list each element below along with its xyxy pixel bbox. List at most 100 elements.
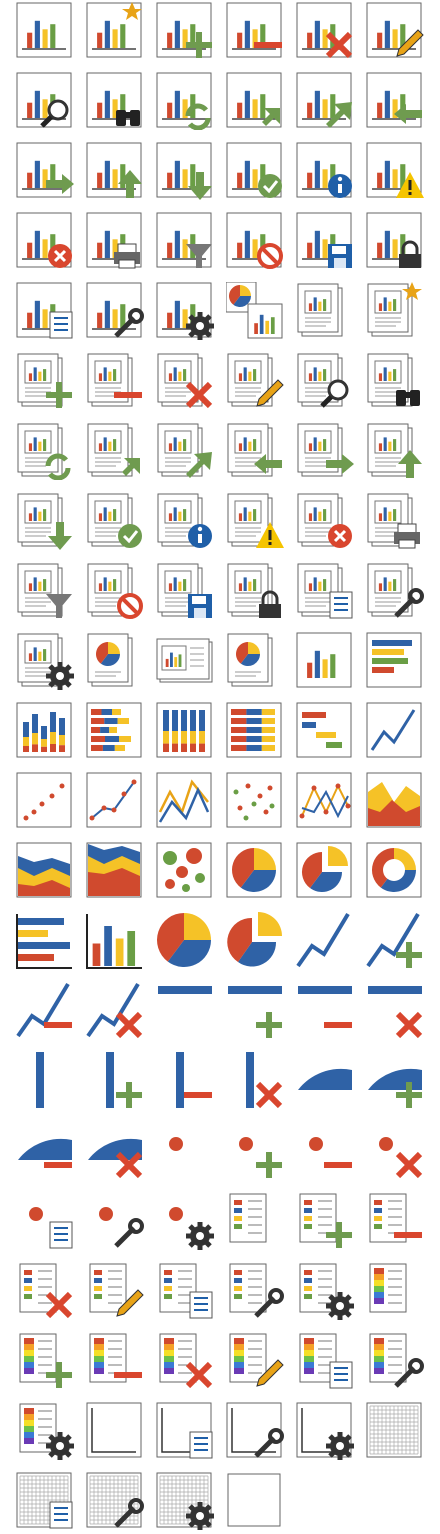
bars-plain-icon (16, 912, 74, 970)
hline-remove-icon (296, 982, 354, 1040)
report-info-icon (156, 492, 214, 550)
legend-settings-icon (296, 1262, 354, 1320)
stacked-area-icon (16, 842, 74, 900)
report-warning-icon (226, 492, 284, 550)
chart-down-icon (156, 142, 214, 200)
line-icon (296, 912, 354, 970)
chart-find-icon (86, 72, 144, 130)
pie-plain-icon (156, 912, 214, 970)
chart-properties-icon (16, 282, 74, 340)
axes-icon (86, 1402, 144, 1460)
bar-chart-icon (366, 632, 424, 690)
report-error-icon (296, 492, 354, 550)
chart-delete-icon (296, 2, 354, 60)
point-properties-icon (16, 1192, 74, 1250)
legend-tool-icon (226, 1262, 284, 1320)
report-block-icon (86, 562, 144, 620)
chart-print-icon (86, 212, 144, 270)
gradient-legend-properties-icon (296, 1332, 354, 1390)
grid-properties-icon (16, 1472, 74, 1530)
report-delete-icon (156, 352, 214, 410)
gradient-legend-tool-icon (366, 1332, 424, 1390)
report-settings-icon (16, 632, 74, 690)
report-export-icon (156, 422, 214, 480)
chart-edit-icon (366, 2, 424, 60)
sector-delete-icon (86, 1122, 144, 1180)
report-down-icon (16, 492, 74, 550)
doughnut-icon (366, 842, 424, 900)
report-ok-icon (86, 492, 144, 550)
charts-icon (226, 282, 284, 340)
chart-tool-icon (86, 282, 144, 340)
report-next-icon (296, 422, 354, 480)
report-properties-icon (296, 562, 354, 620)
chart-refresh-icon (156, 72, 214, 130)
frame-icon (226, 1472, 284, 1530)
bubble-chart-icon (156, 842, 214, 900)
report-back-icon (226, 422, 284, 480)
line-delete-icon (86, 982, 144, 1040)
report-tool-icon (366, 562, 424, 620)
report-new-icon (366, 282, 424, 340)
grid-icon (366, 1402, 424, 1460)
report-remove-icon (86, 352, 144, 410)
stacked-bar-icon (86, 702, 144, 760)
chart-ok-icon (226, 142, 284, 200)
report-search-icon (296, 352, 354, 410)
legend-delete-icon (16, 1262, 74, 1320)
legend-icon (226, 1192, 284, 1250)
report-print-icon (366, 492, 424, 550)
report-add-icon (16, 352, 74, 410)
chart-export-icon (296, 72, 354, 130)
chart-error-icon (16, 212, 74, 270)
report-up-icon (366, 422, 424, 480)
exploded-pie-icon (296, 842, 354, 900)
point-line-icon (86, 772, 144, 830)
hline-icon (156, 982, 214, 1040)
point-remove-icon (296, 1122, 354, 1180)
report-import-icon (86, 422, 144, 480)
grid-tool-icon (86, 1472, 144, 1530)
hline-delete-icon (366, 982, 424, 1040)
full-stacked-column-icon (156, 702, 214, 760)
report-landscape-pie-icon (226, 632, 284, 690)
report-lock-icon (226, 562, 284, 620)
point-chart-icon (16, 772, 74, 830)
columns-plain-icon (86, 912, 144, 970)
point-settings-icon (156, 1192, 214, 1250)
legend-edit-icon (86, 1262, 144, 1320)
axes-tool-icon (226, 1402, 284, 1460)
axes-properties-icon (156, 1402, 214, 1460)
gantt-icon (296, 702, 354, 760)
chart-warning-icon (366, 142, 424, 200)
legend-add-icon (296, 1192, 354, 1250)
point-icon (156, 1122, 214, 1180)
chart-icon (16, 2, 74, 60)
grid-settings-icon (156, 1472, 214, 1530)
chart-search-icon (16, 72, 74, 130)
chart-new-icon (86, 2, 144, 60)
chart-add-icon (156, 2, 214, 60)
area-chart-icon (366, 772, 424, 830)
chart-next-icon (16, 142, 74, 200)
chart-remove-icon (226, 2, 284, 60)
chart-save-icon (296, 212, 354, 270)
multi-point-icon (226, 772, 284, 830)
axes-settings-icon (296, 1402, 354, 1460)
column-chart-icon (296, 632, 354, 690)
report-refresh-icon (16, 422, 74, 480)
gradient-legend-delete-icon (156, 1332, 214, 1390)
chart-info-icon (296, 142, 354, 200)
gradient-legend-edit-icon (226, 1332, 284, 1390)
gradient-legend-add-icon (16, 1332, 74, 1390)
sector-add-icon (366, 1052, 424, 1110)
report-save-icon (156, 562, 214, 620)
report-icon (296, 282, 354, 340)
gradient-legend-remove-icon (86, 1332, 144, 1390)
multi-point-line-icon (296, 772, 354, 830)
hline-add-icon (226, 982, 284, 1040)
vline-remove-icon (156, 1052, 214, 1110)
report-landscape-icon (156, 632, 214, 690)
vline-add-icon (86, 1052, 144, 1110)
gradient-legend-icon (366, 1262, 424, 1320)
